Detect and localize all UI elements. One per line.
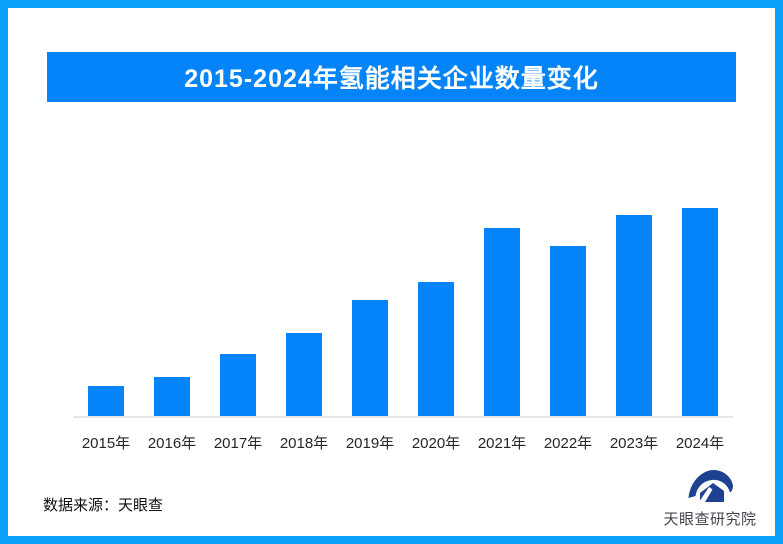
x-tick-label: 2024年 bbox=[675, 435, 725, 452]
x-axis-labels: 2015年 2016年 2017年 2018年 2019年 2020年 2021年 2022年… bbox=[73, 432, 733, 452]
x-tick-label: 2022年 bbox=[543, 435, 593, 452]
bar-2024 bbox=[682, 208, 718, 416]
tianyancha-logo-text: 天眼查研究院 bbox=[663, 511, 757, 528]
bar-2016 bbox=[154, 377, 190, 416]
bar-slot bbox=[205, 208, 271, 416]
bar-group bbox=[73, 208, 733, 416]
bar-slot bbox=[271, 208, 337, 416]
x-tick-label: 2019年 bbox=[345, 435, 395, 452]
x-tick-label: 2018年 bbox=[279, 435, 329, 452]
bar-2015 bbox=[88, 386, 124, 416]
tianyancha-logo: 天眼查研究院 bbox=[648, 466, 772, 530]
bar-slot bbox=[601, 208, 667, 416]
x-tick-label: 2015年 bbox=[81, 435, 131, 452]
bar-2020 bbox=[418, 282, 454, 416]
bar-2017 bbox=[220, 354, 256, 416]
bar-2021 bbox=[484, 228, 520, 416]
bar-slot bbox=[403, 208, 469, 416]
x-tick-label: 2023年 bbox=[609, 435, 659, 452]
x-tick-label: 2020年 bbox=[411, 435, 461, 452]
x-tick-label: 2021年 bbox=[477, 435, 527, 452]
bar-slot bbox=[469, 208, 535, 416]
data-source-note: 数据来源：天眼查 bbox=[43, 497, 164, 514]
bar-slot bbox=[139, 208, 205, 416]
tianyancha-eye-icon bbox=[688, 469, 733, 502]
chart-title-banner: 2015-2024年氢能相关企业数量变化 bbox=[47, 52, 736, 102]
bar-slot bbox=[667, 208, 733, 416]
x-tick-label: 2017年 bbox=[213, 435, 263, 452]
bar-2019 bbox=[352, 300, 388, 416]
bar-2022 bbox=[550, 246, 586, 416]
bar-slot bbox=[73, 208, 139, 416]
bar-slot bbox=[535, 208, 601, 416]
x-tick-label: 2016年 bbox=[147, 435, 197, 452]
bar-slot bbox=[337, 208, 403, 416]
x-axis-line bbox=[73, 416, 733, 418]
bar-2023 bbox=[616, 215, 652, 416]
bar-2018 bbox=[286, 333, 322, 416]
chart-title: 2015-2024年氢能相关企业数量变化 bbox=[184, 65, 599, 93]
